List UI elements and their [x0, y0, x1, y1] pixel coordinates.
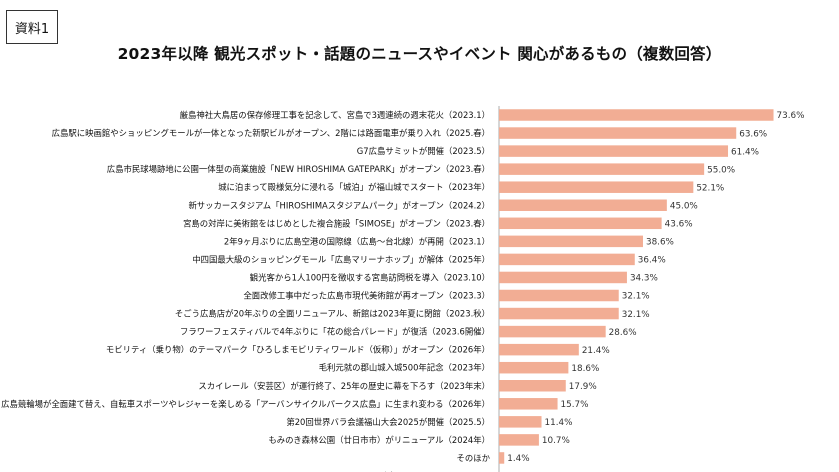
bar: [499, 127, 737, 139]
category-label: 新サッカースタジアム「HIROSHIMAスタジアムパーク」がオープン（2024.…: [188, 200, 490, 210]
bar: [499, 199, 667, 211]
category-label: スカイレール（安芸区）が運行終了、25年の歴史に幕を下ろす（2023年末）: [198, 381, 490, 391]
value-label: 63.6%: [739, 129, 767, 139]
value-label: 32.1%: [622, 310, 650, 320]
value-label: 18.6%: [571, 364, 599, 374]
bar: [499, 235, 643, 248]
document-tag: 資料1: [6, 10, 58, 44]
bar: [499, 452, 505, 464]
value-label: 34.3%: [630, 274, 658, 284]
bar: [499, 253, 635, 266]
bar: [499, 325, 606, 338]
category-label: 広島競輪場が全面建て替え、自転車スポーツやレジャーを楽しめる「アーバンサイクルパ…: [1, 399, 490, 409]
bar: [499, 109, 774, 121]
bar: [499, 434, 539, 446]
value-label: 11.4%: [545, 418, 573, 428]
bar: [499, 145, 729, 157]
value-label: 10.7%: [542, 436, 570, 446]
value-label: 61.4%: [731, 147, 759, 157]
category-label: 中四国最大級のショッピングモール「広島マリーナホップ」が解体（2025年）: [192, 254, 490, 264]
bar: [499, 416, 542, 428]
value-label: 1.4%: [507, 454, 529, 464]
bar: [499, 271, 627, 284]
category-label: モビリティ（乗り物）のテーマパーク「ひろしまモビリティワールド（仮称）」がオープ…: [106, 345, 490, 355]
bar: [499, 398, 558, 410]
bar: [499, 289, 619, 302]
category-label: そのほか: [457, 453, 491, 463]
category-label: 広島市民球場跡地に公園一体型の商業施設「NEW HIROSHIMA GATEPA…: [107, 164, 490, 174]
value-label: 45.0%: [670, 201, 698, 211]
category-label: G7広島サミットが開催（2023.5）: [357, 146, 490, 156]
category-label: 毛利元就の郡山城入城500年記念（2023年）: [319, 363, 490, 373]
value-label: 32.1%: [622, 292, 650, 302]
value-label: 28.6%: [609, 328, 637, 338]
value-label: 73.6%: [777, 111, 805, 121]
category-label: 宮島の対岸に美術館をはじめとした複合施設「SIMOSE」がオープン（2023.春…: [183, 218, 490, 228]
bar: [499, 343, 579, 356]
category-label: フラワーフェスティバルで4年ぶりに「花の総合パレード」が復活（2023.6開催）: [180, 327, 490, 337]
value-label: 38.6%: [646, 238, 674, 248]
category-label: そごう広島店が20年ぶりの全面リニューアル、新館は2023年夏に閉館（2023.…: [175, 309, 490, 319]
category-label: 観光客から1人100円を徴収する宮島訪問税を導入（2023.10）: [250, 272, 490, 282]
category-label: 広島駅に映画館やショッピングモールが一体となった新駅ビルがオープン、2階には路面…: [52, 128, 490, 138]
bar: [499, 361, 569, 374]
value-label: 36.4%: [638, 256, 666, 266]
category-label: 城に泊まって殿様気分に浸れる「城泊」が福山城でスタート（2023年）: [218, 182, 490, 192]
bar: [499, 181, 694, 193]
category-label: 厳島神社大鳥居の保存修理工事を記念して、宮島で3週連続の週末花火（2023.1）: [180, 110, 490, 120]
category-label: 第20回世界バラ会議福山大会2025が開催（2025.5）: [286, 417, 490, 427]
bar: [499, 163, 705, 175]
chart-title: 2023年以降 観光スポット・話題のニュースやイベント 関心があるもの（複数回答…: [117, 45, 722, 63]
value-label: 52.1%: [696, 183, 724, 193]
category-label: もみのき森林公園（廿日市市）がリニューアル（2024年）: [268, 435, 490, 445]
bar: [499, 307, 619, 320]
value-label: 43.6%: [665, 220, 693, 230]
value-label: 15.7%: [561, 400, 589, 410]
category-label: 全面改修工事中だった広島市現代美術館が再オープン（2023.3）: [243, 291, 490, 301]
value-label: 21.4%: [582, 346, 610, 356]
value-label: 55.0%: [707, 165, 735, 175]
category-label: 2年9ヶ月ぶりに広島空港の国際線（広島〜台北線）が再開（2023.1）: [224, 236, 490, 246]
value-label: 17.9%: [569, 382, 597, 392]
bar: [499, 217, 662, 230]
bar: [499, 380, 566, 392]
